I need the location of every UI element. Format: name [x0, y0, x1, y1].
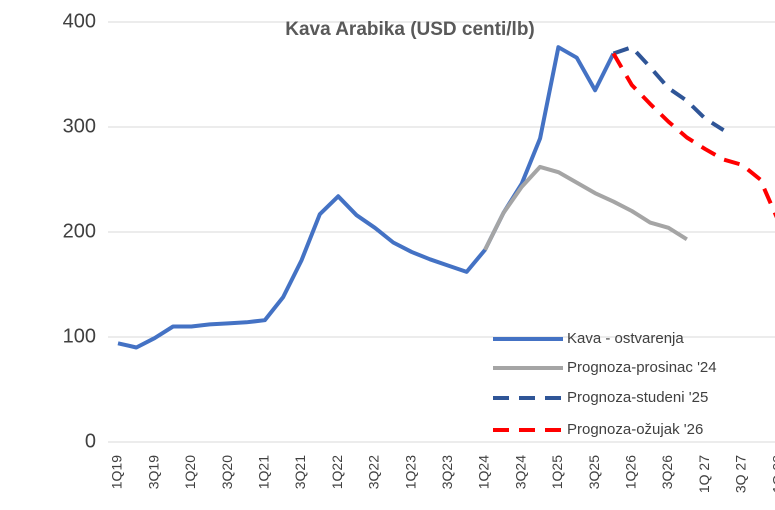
x-tick-label: 1Q 27: [696, 455, 712, 493]
x-tick-label: 1Q21: [256, 455, 272, 489]
x-tick-label: 3Q25: [586, 455, 602, 489]
grid: [108, 21, 775, 443]
x-tick-label: 1Q20: [182, 455, 198, 489]
x-tick-label: 3Q21: [292, 455, 308, 489]
series-line: [612, 45, 725, 132]
legend-label: Kava - ostvarenja: [567, 330, 684, 347]
legend-label: Prognoza-prosinac '24: [567, 359, 717, 376]
series-line: [483, 164, 688, 251]
x-tick-label: 1Q25: [549, 455, 565, 489]
x-tick-label: 3Q26: [659, 455, 675, 489]
y-tick-label: 100: [63, 325, 96, 347]
x-tick-label: 1Q24: [476, 455, 492, 489]
x-tick-label: 3Q19: [145, 455, 161, 489]
y-tick-label: 200: [63, 220, 96, 242]
series-line: [611, 52, 775, 219]
x-tick-label: 3Q 27: [733, 455, 749, 493]
x-tick-label: 3Q22: [366, 455, 382, 489]
y-tick-label: 0: [85, 430, 96, 452]
chart-title: Kava Arabika (USD centi/lb): [285, 19, 535, 40]
legend-label: Prognoza-studeni '25: [567, 389, 708, 406]
x-tick-label: 1Q 28: [769, 455, 775, 493]
y-tick-label: 400: [63, 10, 96, 32]
x-tick-label: 1Q26: [623, 455, 639, 489]
x-tick-label: 3Q23: [439, 455, 455, 489]
legend-label: Prognoza-ožujak '26: [567, 421, 703, 438]
x-tick-label: 3Q24: [512, 455, 528, 489]
y-tick-label: 300: [63, 115, 96, 137]
series-line: [117, 45, 616, 350]
x-tick-label: 3Q20: [219, 455, 235, 489]
x-tick-label: 1Q19: [109, 455, 125, 489]
x-tick-label: 1Q22: [329, 455, 345, 489]
x-tick-label: 1Q23: [402, 455, 418, 489]
